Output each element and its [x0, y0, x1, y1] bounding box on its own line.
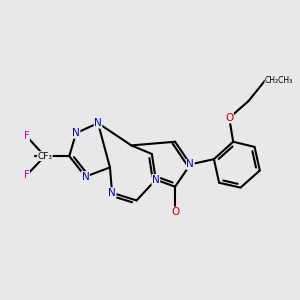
- Text: F: F: [23, 131, 29, 141]
- Text: N: N: [108, 188, 116, 198]
- Text: N: N: [72, 128, 80, 138]
- Text: CF₃: CF₃: [37, 152, 52, 160]
- Text: N: N: [152, 175, 160, 185]
- Text: N: N: [187, 159, 194, 170]
- Text: F: F: [23, 170, 29, 180]
- Text: O: O: [225, 113, 233, 123]
- Text: N: N: [94, 118, 102, 128]
- Text: O: O: [171, 207, 179, 217]
- Text: CH₂CH₃: CH₂CH₃: [265, 76, 293, 85]
- Text: N: N: [82, 172, 89, 182]
